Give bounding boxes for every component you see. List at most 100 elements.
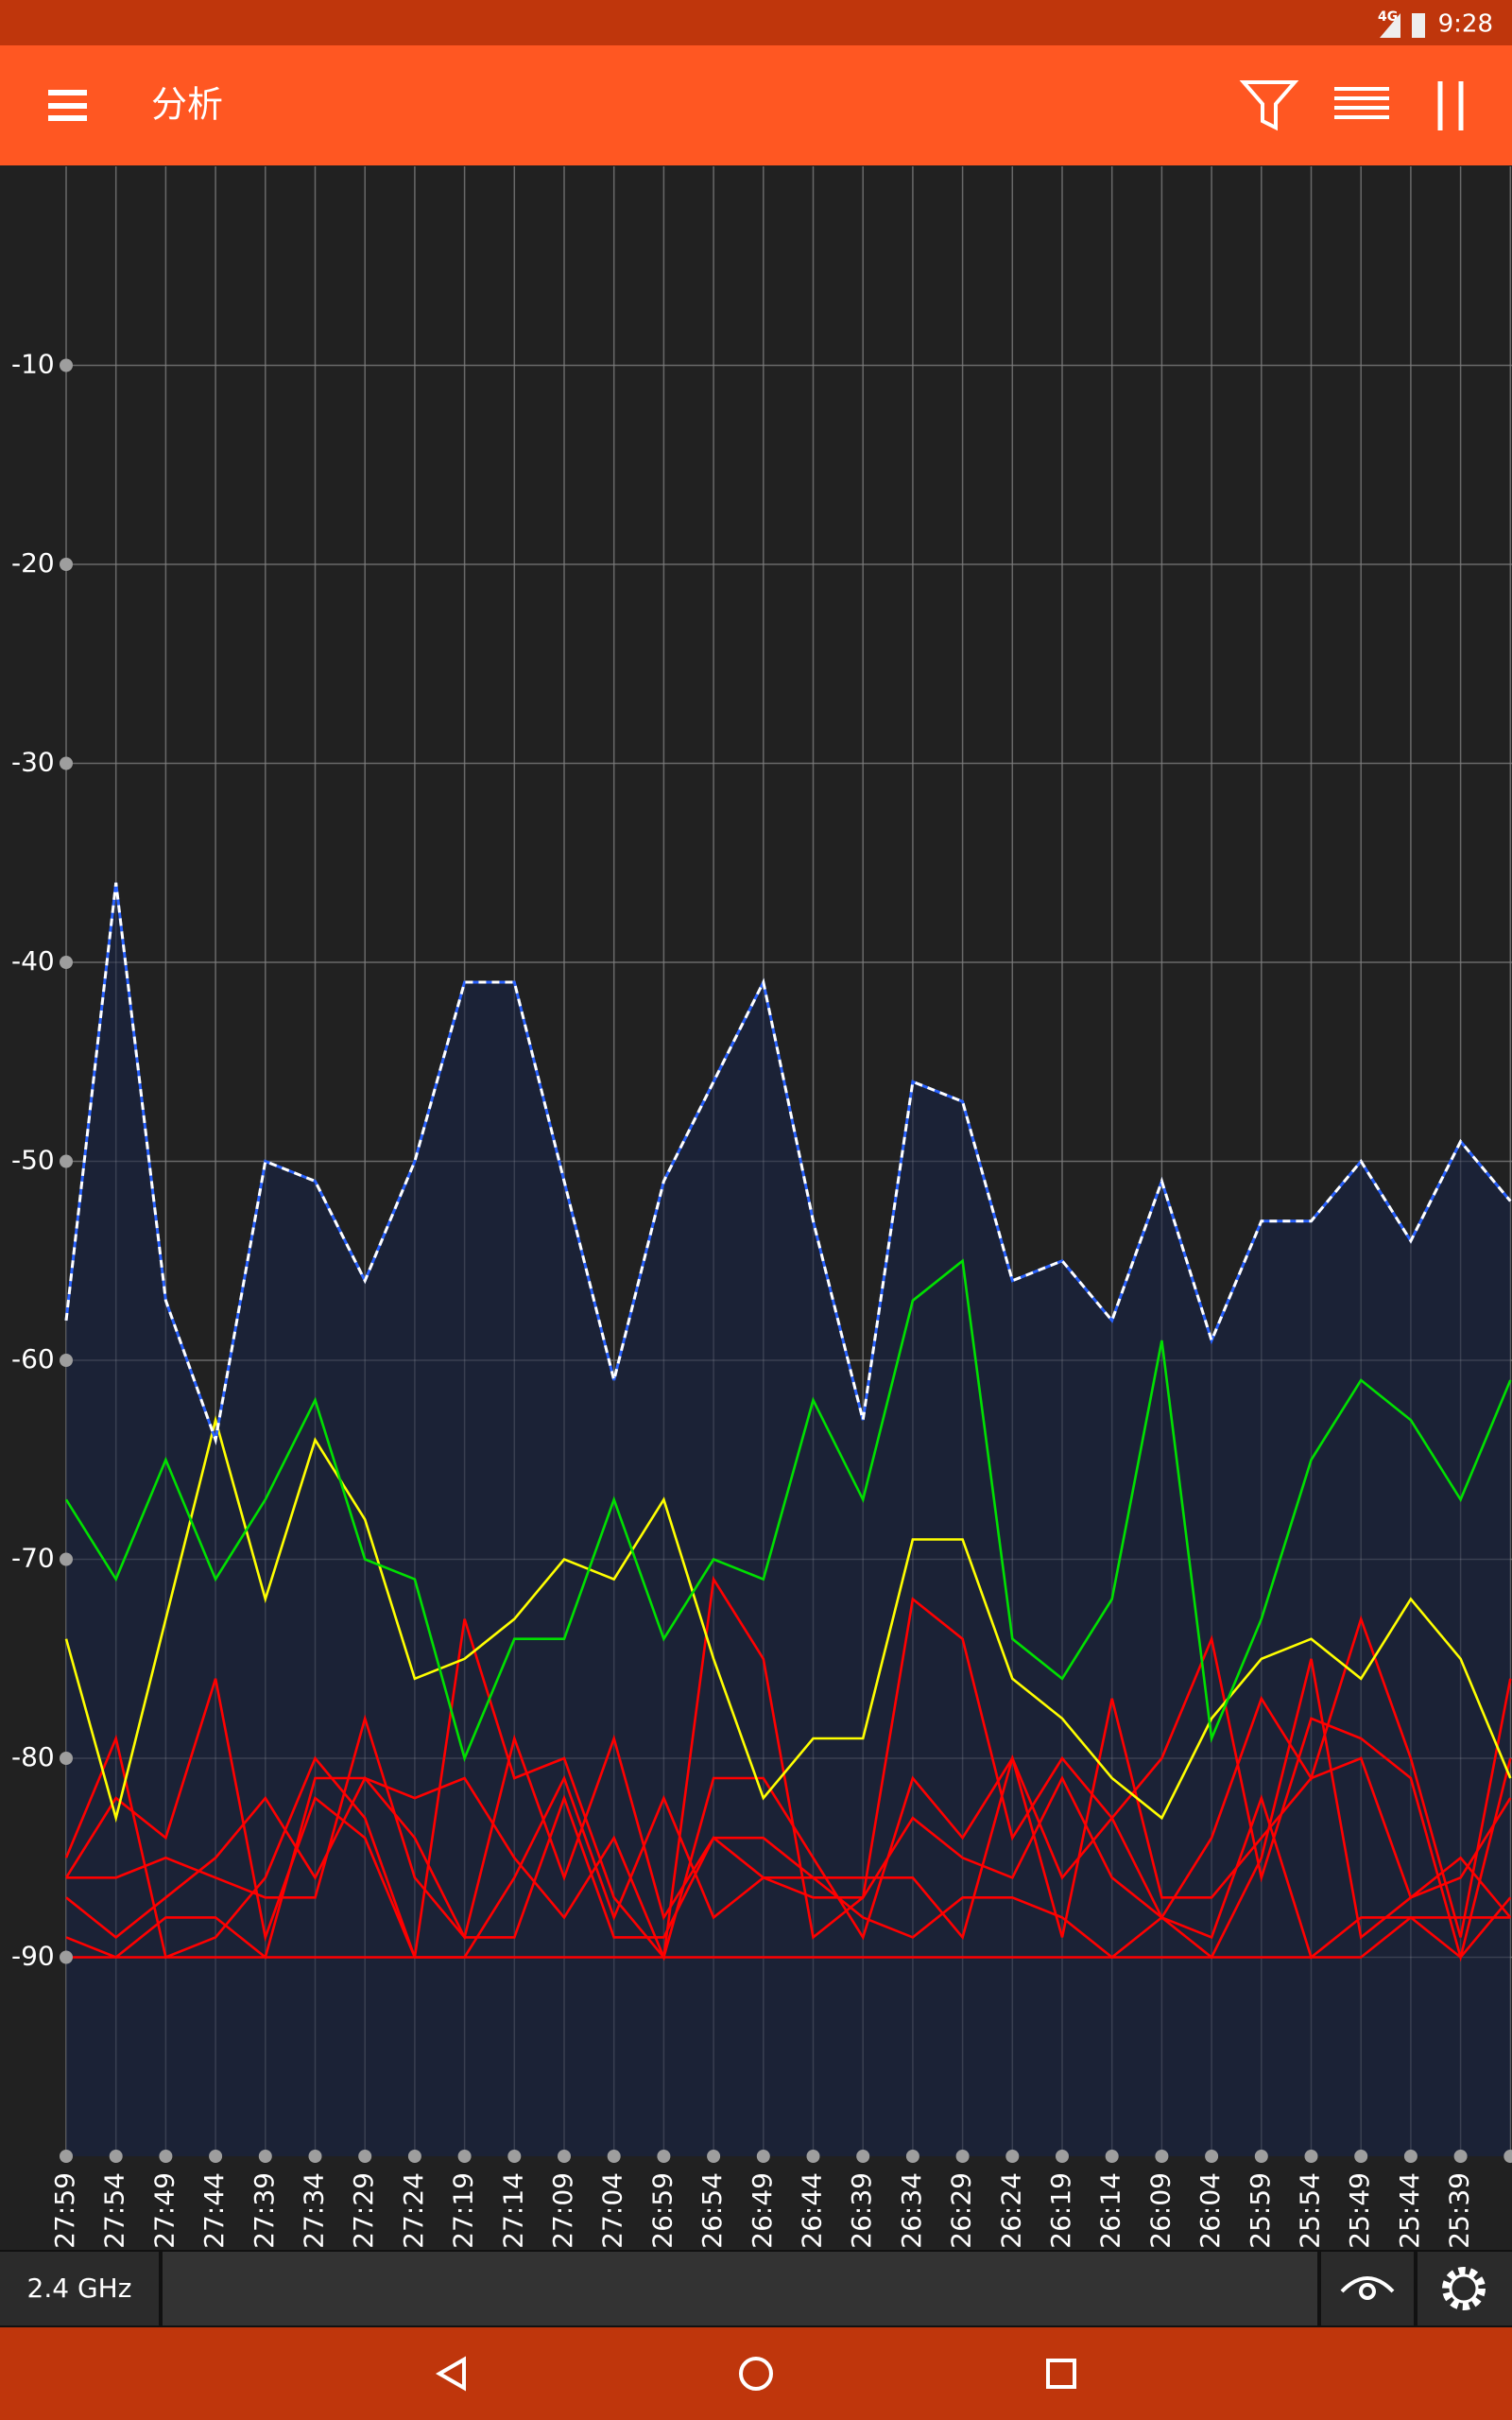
x-tick-label: 26:19 [1045,2172,1076,2249]
x-tick-dot [1503,2150,1512,2163]
x-tick-label: 27:34 [299,2172,330,2249]
x-tick-dot [358,2150,372,2163]
y-tick-dot [60,1154,73,1168]
x-tick-label: 26:39 [846,2172,877,2249]
app-bar [0,45,1512,165]
x-tick-label: 26:54 [696,2172,728,2249]
x-tick-label: 27:49 [148,2172,180,2249]
x-tick-label: 27:59 [49,2172,80,2249]
filter-button[interactable] [1239,80,1299,131]
x-tick-dot [1205,2150,1219,2163]
eye-icon [1340,2276,1395,2293]
x-tick-label: 25:49 [1344,2172,1375,2249]
search-field[interactable] [163,2252,1317,2325]
series-line [64,1258,1512,1762]
x-tick-label: 26:09 [1144,2172,1176,2249]
x-tick-label: 26:29 [946,2172,977,2249]
eye-pupil [1359,2283,1376,2300]
x-tick-dot [1254,2150,1268,2163]
series-line [64,1575,1512,1961]
x-tick-label: 25:39 [1444,2172,1475,2249]
clock: 9:28 [1438,10,1493,39]
x-tick-dot [607,2150,621,2163]
series-line [66,1634,1512,1962]
x-tick-dot [109,2150,123,2163]
x-tick-label: 26:59 [646,2172,678,2249]
x-tick-dot [209,2150,223,2163]
x-tick-dot [457,2150,472,2163]
menu-button[interactable] [48,90,87,121]
x-tick-label: 26:24 [995,2172,1026,2249]
x-tick-label: 27:14 [497,2172,528,2249]
gear-teeth [1442,2267,1486,2310]
y-tick-label: -90 [11,1941,55,1972]
y-tick-label: -80 [11,1741,55,1772]
x-tick-label: 26:44 [797,2172,828,2249]
x-tick-dot [1105,2150,1119,2163]
x-tick-dot [856,2150,870,2163]
band-selector[interactable] [0,2252,159,2325]
home-button[interactable] [739,2357,773,2391]
x-tick-label: 25:59 [1245,2172,1276,2249]
x-tick-dot [806,2150,820,2163]
y-tick-label: -50 [11,1145,55,1176]
app-title: 分析 [151,84,223,126]
x-tick-label: 26:34 [896,2172,927,2249]
x-tick-dot [1403,2150,1418,2163]
y-tick-label: -10 [11,349,55,380]
x-tick-label: 26:04 [1194,2172,1226,2249]
x-tick-label: 26:14 [1095,2172,1126,2249]
series-line [64,1415,1512,1824]
x-tick-dot [258,2150,272,2163]
series-line [64,882,1512,1446]
signal-icon [1380,13,1400,38]
x-tick-dot [507,2150,522,2163]
x-tick-dot [1005,2150,1020,2163]
recents-button[interactable] [1046,2359,1076,2389]
x-tick-label: 27:24 [398,2172,429,2249]
x-tick-label: 27:29 [348,2172,379,2249]
nav-bar [0,2327,1512,2420]
x-tick-dot [756,2150,770,2163]
x-tick-dot [1354,2150,1368,2163]
y-tick-label: -40 [11,945,55,977]
x-tick-dot [657,2150,671,2163]
y-tick-label: -20 [11,547,55,579]
chart: -90 -80 -70 -60 -50 -40 -30 -20 -10 27:59 27:54 27:… [11,166,1512,2249]
status-bar [0,0,1512,45]
y-tick-dot [60,1552,73,1566]
x-tick-label: 27:04 [597,2172,628,2249]
x-tick-label: 27:39 [249,2172,280,2249]
settings-button[interactable] [1418,2252,1512,2325]
x-tick-dot [308,2150,322,2163]
x-tick-dot [707,2150,721,2163]
y-tick-dot [60,1354,73,1367]
x-tick-label: 25:54 [1295,2172,1326,2249]
gear-icon [1449,2273,1479,2304]
x-tick-dot [1056,2150,1069,2163]
x-tick-dot [1304,2150,1318,2163]
series-line [64,1678,1512,1960]
x-tick-dot [955,2150,970,2163]
y-tick-label: -30 [11,747,55,778]
x-tick-label: 27:44 [198,2172,230,2249]
y-tick-dot [60,956,73,969]
x-tick-label: 26:49 [747,2172,778,2249]
series-line [66,1916,1511,1959]
network-type: 4G [1378,9,1398,25]
band-label: 2.4 GHz [27,2273,132,2304]
visibility-button[interactable] [1321,2252,1414,2325]
y-tick-dot [60,1950,73,1964]
x-tick-dot [1453,2150,1468,2163]
list-button[interactable] [1334,87,1389,119]
pause-button[interactable] [1437,81,1464,130]
back-button[interactable] [435,2356,466,2392]
x-tick-label: 27:19 [448,2172,479,2249]
x-tick-label: 27:09 [547,2172,578,2249]
y-tick-dot [60,1752,73,1765]
x-tick-dot [407,2150,421,2163]
x-tick-dot [60,2150,73,2163]
y-tick-label: -60 [11,1343,55,1374]
